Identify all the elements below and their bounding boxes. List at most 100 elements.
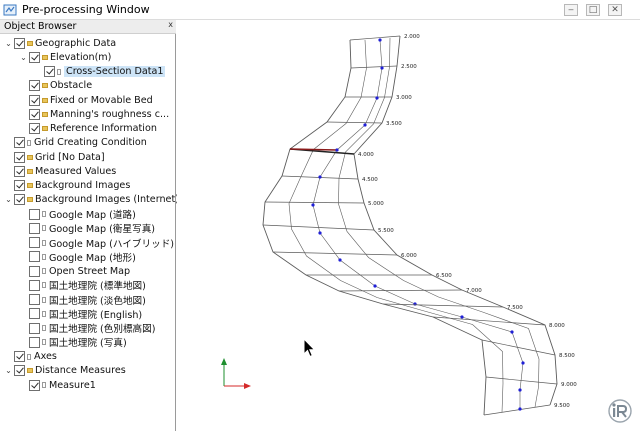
panel-close-icon[interactable]: x [168,20,173,29]
tree-item[interactable]: ⌄ Background Images (Internet) [4,193,179,207]
tree-item[interactable]: Google Map (ハイブリッド) [19,236,174,250]
tree-item[interactable]: Obstacle [19,79,92,93]
left-bank-line [262,39,487,416]
visibility-checkbox[interactable] [29,308,40,320]
tree-item[interactable]: 国土地理院 (淡色地図) [19,293,146,307]
tree-item[interactable]: Measured Values [4,164,116,178]
tree-item-label: 国土地理院 (English) [49,309,143,321]
tree-item[interactable]: Reference Information [19,122,157,136]
visibility-checkbox[interactable] [14,37,25,49]
tree-item[interactable]: Grid Creating Condition [4,136,147,150]
tree-item-label: Grid [No Data] [35,151,105,163]
folder-icon [27,154,33,160]
tree-item-label: Background Images (Internet) [35,194,179,206]
center-point [363,123,367,127]
visibility-checkbox[interactable] [29,51,40,63]
tree-item[interactable]: Grid [No Data] [4,150,105,164]
tree-item[interactable]: Measure1 [19,378,96,392]
cross-section-label: 6.500 [436,273,452,279]
cross-section-line[interactable] [432,316,546,326]
visibility-checkbox[interactable] [29,379,40,391]
visibility-checkbox[interactable] [14,137,25,149]
visibility-checkbox[interactable] [29,94,40,106]
tree-item[interactable]: Axes [4,350,57,364]
close-button[interactable]: ✕ [608,4,622,16]
tree-item-label: 国土地理院 (標準地図) [49,281,146,293]
expand-arrow-icon[interactable]: ⌄ [5,366,12,376]
visibility-checkbox[interactable] [14,365,25,377]
visibility-checkbox[interactable] [14,180,25,191]
tree-item[interactable]: ⌄ Elevation(m) [19,50,111,64]
visibility-checkbox[interactable] [14,151,25,163]
cross-section-line[interactable] [264,201,365,204]
tree-item[interactable]: 国土地理院 (色別標高図) [19,321,155,335]
folder-icon [42,111,48,117]
visibility-checkbox[interactable] [29,80,40,92]
tree-item[interactable]: 国土地理院 (標準地図) [19,278,146,292]
document-icon [42,225,46,232]
cross-section-line[interactable] [338,289,463,292]
cross-section-line[interactable] [485,376,558,385]
tree-item-label: Obstacle [50,80,93,92]
document-icon [42,211,46,217]
visibility-checkbox[interactable] [29,237,40,248]
visibility-checkbox[interactable] [44,66,55,77]
visibility-checkbox[interactable] [29,265,40,277]
tree-item-label: Manning's roughness c... [50,108,170,120]
tree-item-label: Grid Creating Condition [34,137,147,149]
expand-arrow-icon[interactable]: ⌄ [20,52,27,62]
visibility-checkbox[interactable] [29,208,40,220]
tree-item[interactable]: Open Street Map [19,264,130,278]
cross-section-line[interactable] [272,251,398,256]
longitudinal-line [288,39,504,413]
center-point [375,96,379,100]
tree-item-label: 国土地理院 (写真) [49,338,127,350]
center-point [380,66,384,70]
expand-arrow-icon[interactable]: ⌄ [5,195,12,205]
visibility-checkbox[interactable] [29,222,40,234]
tree-item[interactable]: Cross-Section Data1 [34,65,166,79]
visibility-checkbox[interactable] [29,322,40,334]
visibility-checkbox[interactable] [14,351,25,362]
tree-item[interactable]: Manning's roughness c... [19,107,169,121]
map-canvas[interactable]: 2.000 2.500 3.000 3.500 4.000 4.500 5.000 5.500… [177,20,640,431]
cross-section-label: 9.500 [554,403,570,409]
document-icon [42,310,46,317]
cross-section-label: 8.000 [549,323,565,329]
tree-item[interactable]: 国土地理院 (English) [19,307,142,321]
cross-section-line[interactable] [382,303,504,308]
tree-item-label: Google Map (地形) [49,252,136,264]
document-icon [42,325,46,331]
visibility-checkbox[interactable] [29,336,40,348]
cross-section-line[interactable] [262,224,375,231]
app-icon [3,4,17,16]
cross-section-line[interactable] [349,35,401,41]
cross-section-line[interactable] [326,121,383,124]
tree-item[interactable]: 国土地理院 (写真) [19,335,127,349]
tree-item[interactable]: ⌄ Geographic Data [4,36,116,50]
visibility-checkbox[interactable] [29,108,40,120]
visibility-checkbox[interactable] [14,194,25,206]
cross-section-label: 6.000 [401,253,417,259]
visibility-checkbox[interactable] [29,251,40,263]
tree-item[interactable]: Google Map (道路) [19,207,136,221]
maximize-button[interactable]: □ [586,4,600,16]
cross-section-line[interactable] [350,65,398,69]
tree-item-label: Measured Values [35,165,117,177]
minimize-button[interactable]: ‒ [564,4,578,16]
tree-item[interactable]: Background Images [4,179,130,193]
tree-item[interactable]: ⌄ Distance Measures [4,364,126,378]
tree-item-label: Measure1 [49,379,96,391]
visibility-checkbox[interactable] [14,165,25,177]
cross-section-line[interactable] [483,404,551,416]
visibility-checkbox[interactable] [29,294,40,305]
tree-item[interactable]: Fixed or Movable Bed [19,93,153,107]
cross-section-line[interactable] [481,339,556,356]
cross-section-label: 2.500 [401,64,417,70]
tree-item[interactable]: Google Map (衛星写真) [19,221,155,235]
expand-arrow-icon[interactable]: ⌄ [5,38,12,48]
visibility-checkbox[interactable] [29,279,40,291]
tree-item[interactable]: Google Map (地形) [19,250,136,264]
visibility-checkbox[interactable] [29,123,40,134]
river-grid-view[interactable]: 2.000 2.500 3.000 3.500 4.000 4.500 5.000 5.500… [177,20,640,431]
